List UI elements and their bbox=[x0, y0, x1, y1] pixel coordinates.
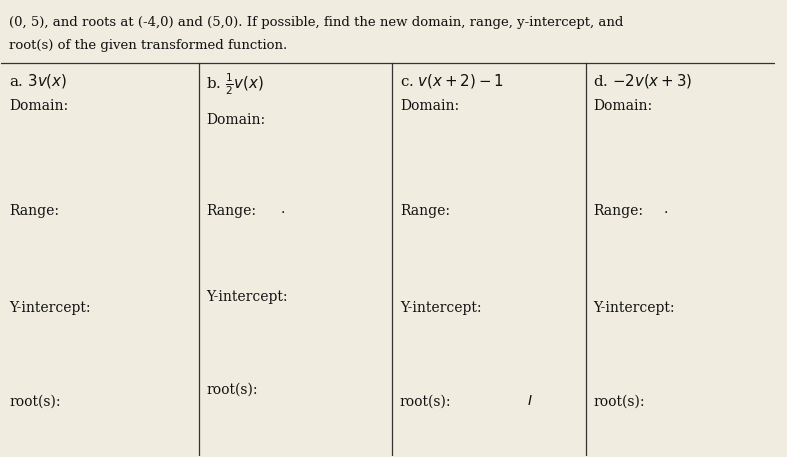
Text: root(s):: root(s): bbox=[400, 394, 451, 408]
Text: Domain:: Domain: bbox=[9, 99, 68, 113]
Text: a. $3v(x)$: a. $3v(x)$ bbox=[9, 72, 68, 90]
Text: root(s):: root(s): bbox=[9, 394, 61, 408]
Text: Y-intercept:: Y-intercept: bbox=[400, 301, 482, 315]
Text: Domain:: Domain: bbox=[593, 99, 652, 113]
Text: Range:: Range: bbox=[400, 203, 450, 218]
Text: root(s):: root(s): bbox=[206, 383, 258, 397]
Text: Range:: Range: bbox=[9, 203, 59, 218]
Text: $\cdot$: $\cdot$ bbox=[663, 203, 668, 218]
Text: Y-intercept:: Y-intercept: bbox=[593, 301, 674, 315]
Text: Domain:: Domain: bbox=[400, 99, 459, 113]
Text: Range:: Range: bbox=[593, 203, 643, 218]
Text: d. $-2v(x + 3)$: d. $-2v(x + 3)$ bbox=[593, 72, 693, 90]
Text: Y-intercept:: Y-intercept: bbox=[206, 290, 288, 304]
Text: Y-intercept:: Y-intercept: bbox=[9, 301, 91, 315]
Text: $I$: $I$ bbox=[527, 394, 534, 408]
Text: (0, 5), and roots at (-4,0) and (5,0). If possible, find the new domain, range, : (0, 5), and roots at (-4,0) and (5,0). I… bbox=[9, 16, 623, 29]
Text: root(s):: root(s): bbox=[593, 394, 645, 408]
Text: b. $\frac{1}{2}v(x)$: b. $\frac{1}{2}v(x)$ bbox=[206, 72, 264, 97]
Text: $\cdot$: $\cdot$ bbox=[280, 203, 285, 218]
Text: Domain:: Domain: bbox=[206, 113, 265, 127]
Text: root(s) of the given transformed function.: root(s) of the given transformed functio… bbox=[9, 39, 287, 52]
Text: c. $v(x + 2) - 1$: c. $v(x + 2) - 1$ bbox=[400, 72, 504, 90]
Text: Range:: Range: bbox=[206, 203, 257, 218]
